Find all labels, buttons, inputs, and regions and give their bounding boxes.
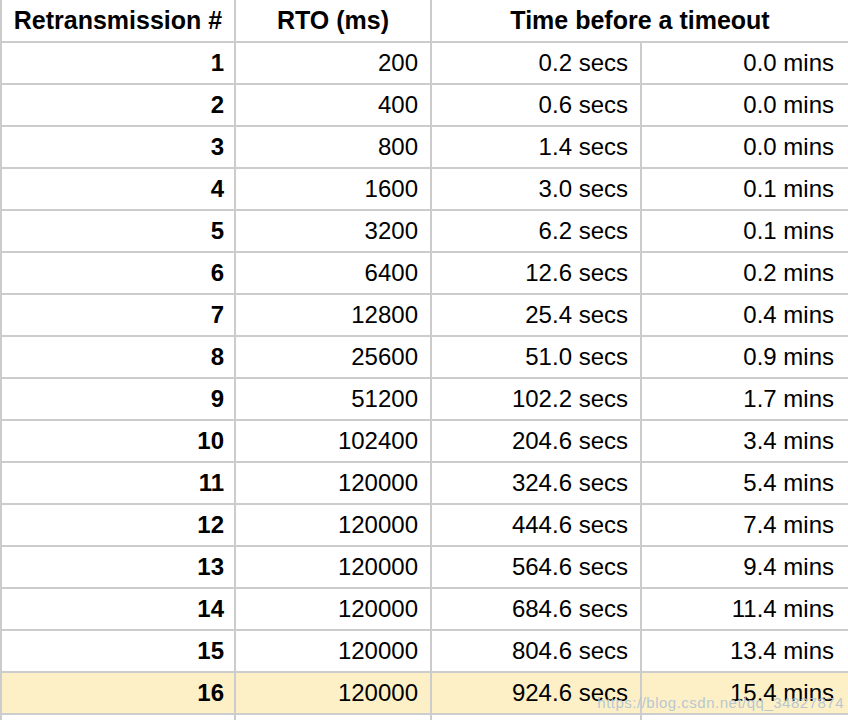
cell-time-secs: 0.6 secs	[431, 84, 641, 126]
table-row: 11120000324.6 secs5.4 mins	[1, 462, 848, 504]
table-row: 71280025.4 secs0.4 mins	[1, 294, 848, 336]
cell-rto-ms: 3200	[235, 210, 431, 252]
empty-cell	[641, 714, 848, 720]
cell-time-mins: 3.4 mins	[641, 420, 848, 462]
table-row: 15120000804.6 secs13.4 mins	[1, 630, 848, 672]
table-row: 951200102.2 secs1.7 mins	[1, 378, 848, 420]
cell-time-secs: 804.6 secs	[431, 630, 641, 672]
cell-time-mins: 11.4 mins	[641, 588, 848, 630]
cell-time-secs: 12.6 secs	[431, 252, 641, 294]
cell-retransmission-number: 2	[1, 84, 235, 126]
cell-time-mins: 0.1 mins	[641, 168, 848, 210]
table-row: 12120000444.6 secs7.4 mins	[1, 504, 848, 546]
cell-retransmission-number: 9	[1, 378, 235, 420]
cell-rto-ms: 102400	[235, 420, 431, 462]
cell-rto-ms: 6400	[235, 252, 431, 294]
cell-time-secs: 25.4 secs	[431, 294, 641, 336]
empty-cell	[431, 714, 641, 720]
cell-rto-ms: 800	[235, 126, 431, 168]
table-row: 82560051.0 secs0.9 mins	[1, 336, 848, 378]
empty-cell	[235, 714, 431, 720]
cell-time-secs: 102.2 secs	[431, 378, 641, 420]
cell-rto-ms: 200	[235, 42, 431, 84]
cell-rto-ms: 400	[235, 84, 431, 126]
cell-time-mins: 0.0 mins	[641, 84, 848, 126]
cell-time-mins: 9.4 mins	[641, 546, 848, 588]
cell-rto-ms: 120000	[235, 672, 431, 714]
cell-time-secs: 444.6 secs	[431, 504, 641, 546]
cell-time-mins: 5.4 mins	[641, 462, 848, 504]
cell-time-mins: 0.0 mins	[641, 42, 848, 84]
cell-retransmission-number: 14	[1, 588, 235, 630]
table-row: 416003.0 secs0.1 mins	[1, 168, 848, 210]
cell-rto-ms: 120000	[235, 630, 431, 672]
table-row: 24000.6 secs0.0 mins	[1, 84, 848, 126]
cell-retransmission-number: 13	[1, 546, 235, 588]
cell-retransmission-number: 5	[1, 210, 235, 252]
cell-time-secs: 1.4 secs	[431, 126, 641, 168]
table-row: 16120000924.6 secs15.4 mins	[1, 672, 848, 714]
cell-time-secs: 0.2 secs	[431, 42, 641, 84]
cell-time-secs: 684.6 secs	[431, 588, 641, 630]
cell-time-mins: 0.4 mins	[641, 294, 848, 336]
cell-rto-ms: 120000	[235, 546, 431, 588]
cell-time-secs: 924.6 secs	[431, 672, 641, 714]
cell-time-secs: 51.0 secs	[431, 336, 641, 378]
cell-retransmission-number: 12	[1, 504, 235, 546]
header-retransmission-number: Retransmission #	[1, 0, 235, 42]
table-row: 38001.4 secs0.0 mins	[1, 126, 848, 168]
cell-time-secs: 3.0 secs	[431, 168, 641, 210]
cell-time-mins: 0.0 mins	[641, 126, 848, 168]
cell-time-secs: 204.6 secs	[431, 420, 641, 462]
cell-rto-ms: 1600	[235, 168, 431, 210]
cell-time-secs: 324.6 secs	[431, 462, 641, 504]
cell-retransmission-number: 6	[1, 252, 235, 294]
header-rto-ms: RTO (ms)	[235, 0, 431, 42]
partial-row	[1, 714, 848, 720]
cell-retransmission-number: 15	[1, 630, 235, 672]
cell-retransmission-number: 1	[1, 42, 235, 84]
header-row: Retransmission # RTO (ms) Time before a …	[1, 0, 848, 42]
empty-cell	[1, 714, 235, 720]
cell-time-secs: 6.2 secs	[431, 210, 641, 252]
cell-rto-ms: 25600	[235, 336, 431, 378]
cell-retransmission-number: 10	[1, 420, 235, 462]
cell-time-mins: 0.9 mins	[641, 336, 848, 378]
table-row: 12000.2 secs0.0 mins	[1, 42, 848, 84]
cell-retransmission-number: 11	[1, 462, 235, 504]
cell-retransmission-number: 8	[1, 336, 235, 378]
header-time-before-timeout: Time before a timeout	[431, 0, 848, 42]
spreadsheet-table: Retransmission # RTO (ms) Time before a …	[0, 0, 848, 720]
cell-retransmission-number: 16	[1, 672, 235, 714]
cell-rto-ms: 51200	[235, 378, 431, 420]
table-row: 14120000684.6 secs11.4 mins	[1, 588, 848, 630]
cell-time-mins: 0.1 mins	[641, 210, 848, 252]
cell-retransmission-number: 4	[1, 168, 235, 210]
cell-rto-ms: 120000	[235, 462, 431, 504]
cell-time-mins: 7.4 mins	[641, 504, 848, 546]
cell-time-mins: 1.7 mins	[641, 378, 848, 420]
table-row: 13120000564.6 secs9.4 mins	[1, 546, 848, 588]
table-row: 10102400204.6 secs3.4 mins	[1, 420, 848, 462]
cell-time-mins: 15.4 mins	[641, 672, 848, 714]
cell-rto-ms: 120000	[235, 588, 431, 630]
cell-rto-ms: 12800	[235, 294, 431, 336]
cell-rto-ms: 120000	[235, 504, 431, 546]
cell-retransmission-number: 7	[1, 294, 235, 336]
table-row: 532006.2 secs0.1 mins	[1, 210, 848, 252]
retransmission-timeout-table: Retransmission # RTO (ms) Time before a …	[0, 0, 848, 720]
cell-time-mins: 0.2 mins	[641, 252, 848, 294]
cell-time-secs: 564.6 secs	[431, 546, 641, 588]
cell-time-mins: 13.4 mins	[641, 630, 848, 672]
cell-retransmission-number: 3	[1, 126, 235, 168]
table-row: 6640012.6 secs0.2 mins	[1, 252, 848, 294]
